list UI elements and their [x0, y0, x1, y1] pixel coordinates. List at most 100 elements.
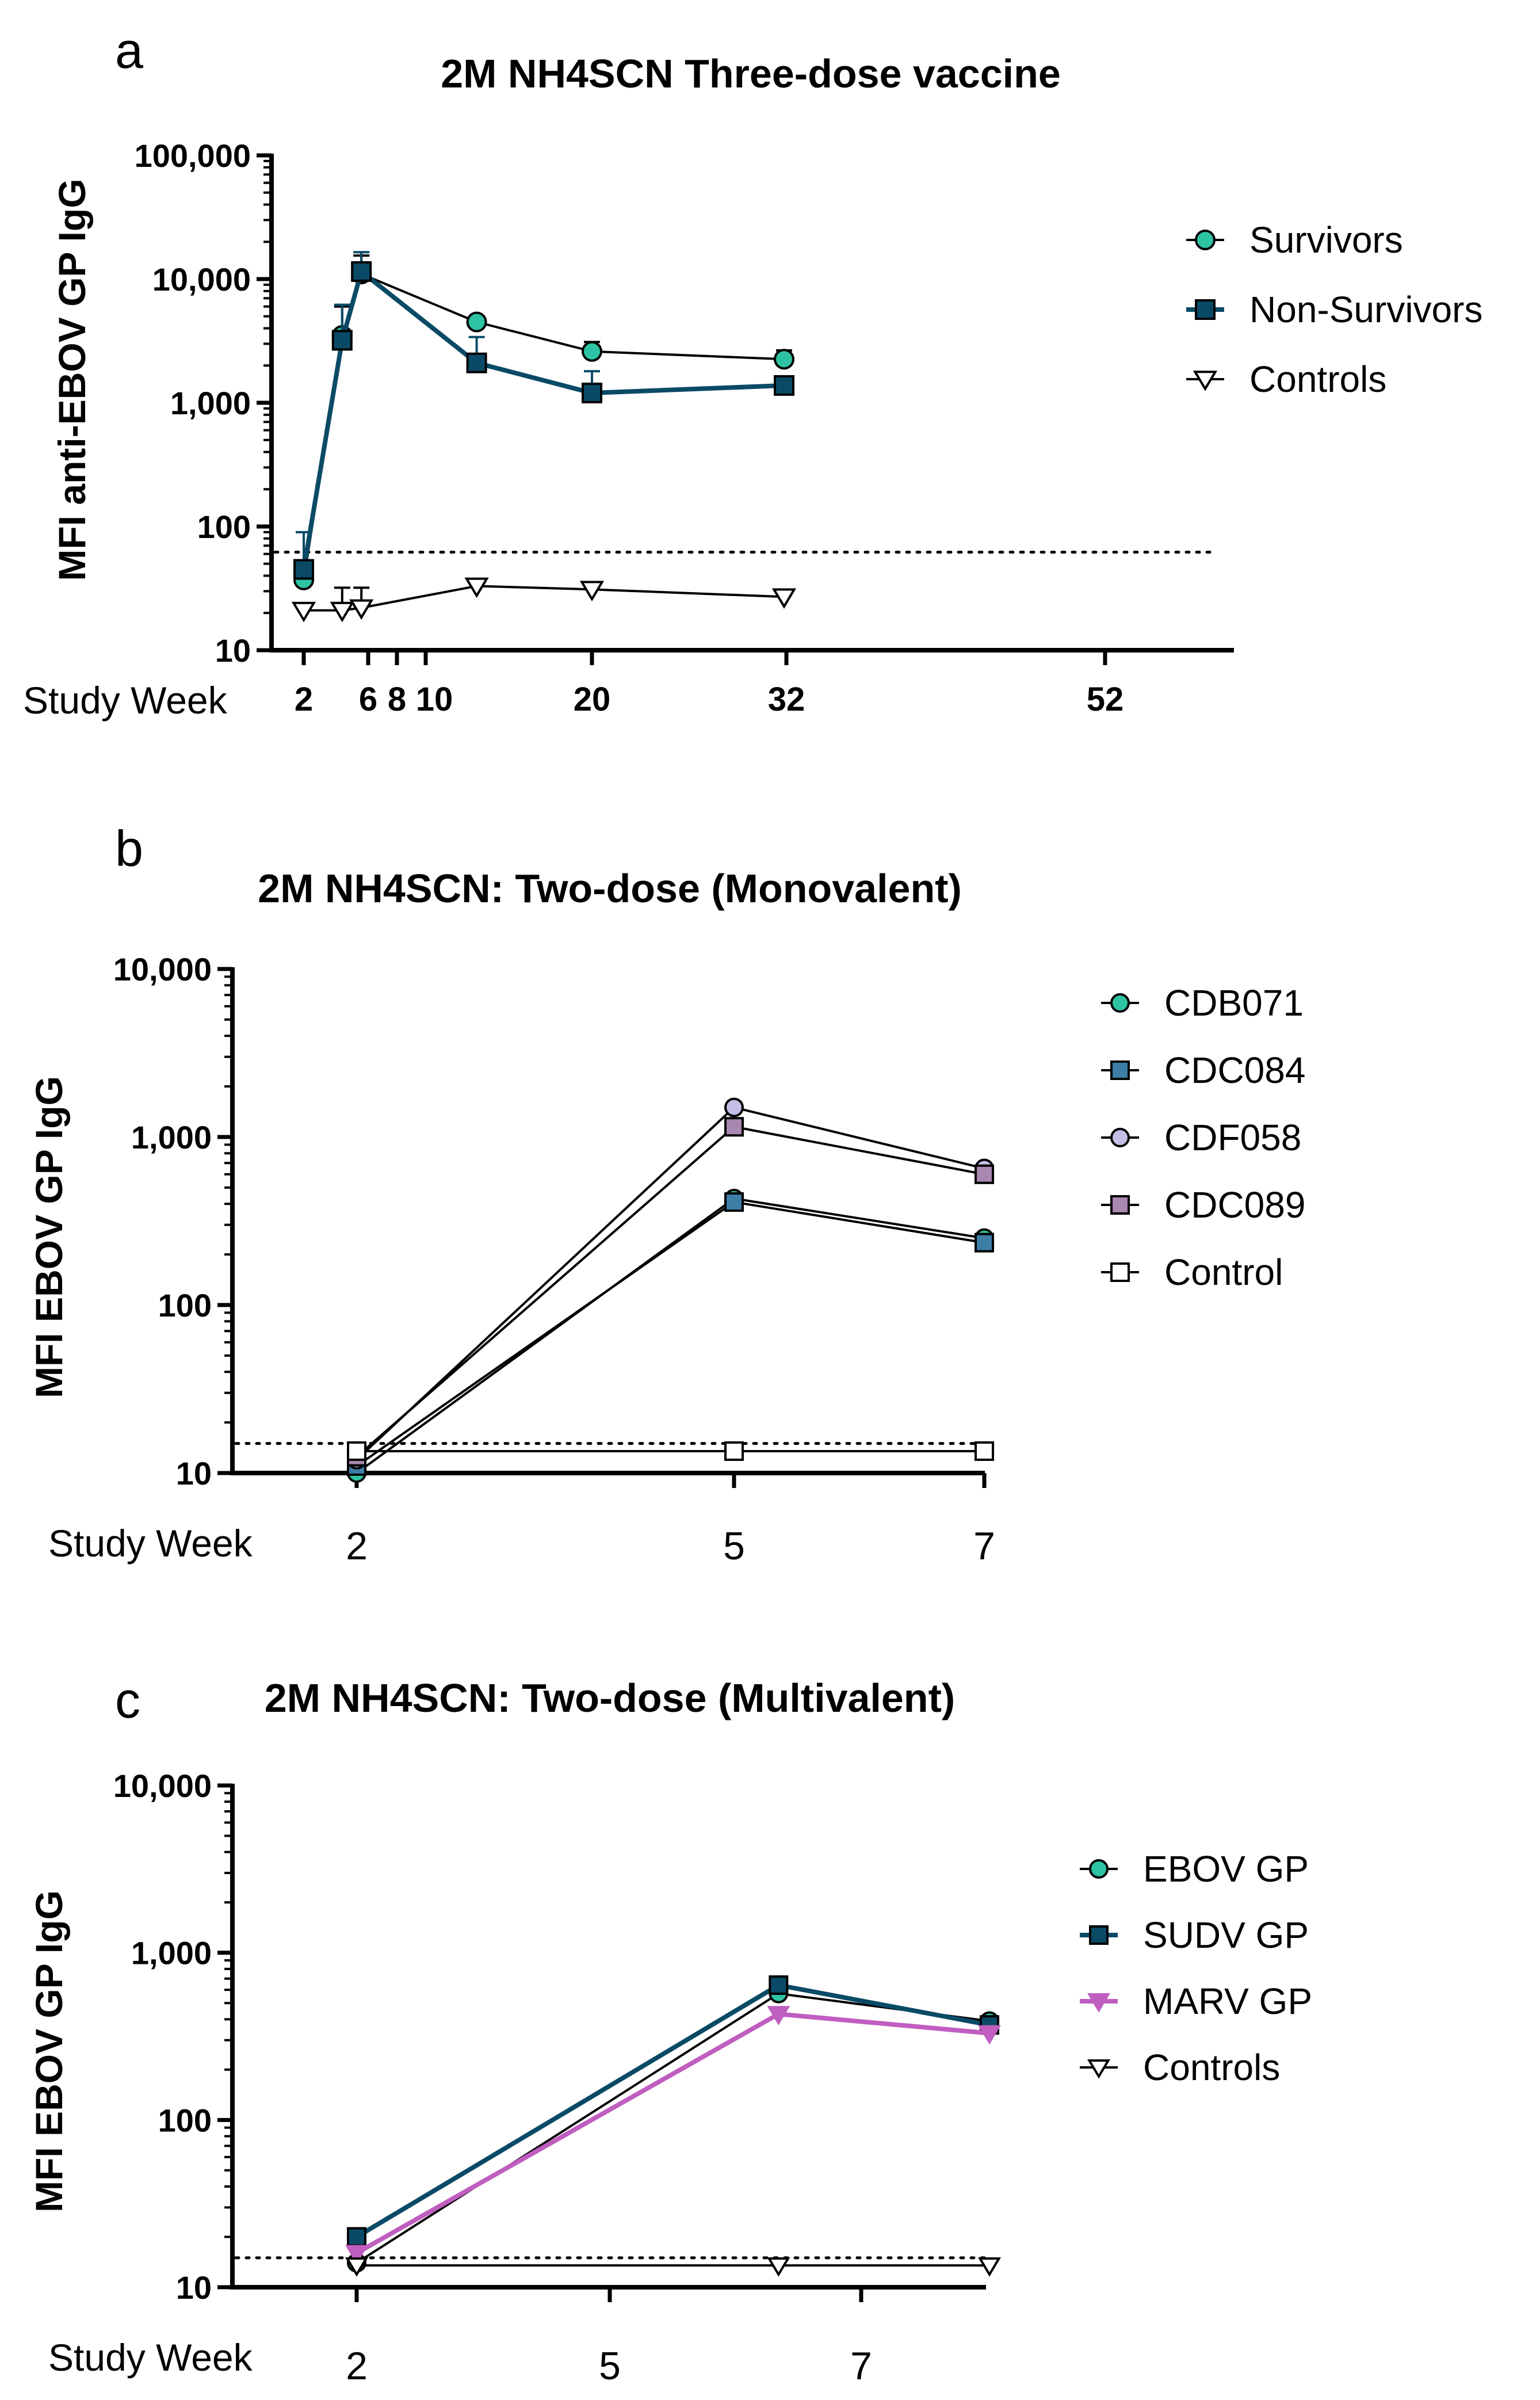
panel-b-x-axis-label: Study Week: [48, 1522, 253, 1565]
panel-a-series-controls: [291, 577, 797, 623]
panel-b-legend-item-cdc089-label: CDC089: [1164, 1184, 1305, 1226]
panel-a-series-survivors-point: [466, 311, 487, 333]
panel-c-y-tick-label: 10,000: [113, 1768, 212, 1804]
panel-b-series-cdc084: [347, 1192, 994, 1476]
panel-c-legend: EBOV GP SUDV GP MARV GP Controls: [1080, 1848, 1312, 2088]
panel-c-series-sudv-gp-point: [347, 2227, 366, 2247]
panel-b-series-cdc089-point: [724, 1117, 744, 1137]
panel-a-series-controls-point: [330, 601, 354, 623]
panel-a-legend-item-non-survivors: Non-Survivors: [1186, 289, 1482, 330]
panel-c-title: 2M NH4SCN: Two-dose (Multivalent): [265, 1676, 955, 1720]
panel-c-legend-item-sudv-gp-label: SUDV GP: [1143, 1914, 1309, 1956]
panel-a-y-tick-label: 10,000: [152, 261, 251, 297]
panel-b-legend-item-cdb071-label: CDB071: [1164, 982, 1304, 1024]
panel-c-series-controls-point: [767, 2257, 790, 2277]
panel-a: a 2M NH4SCN Three-dose vaccine MFI anti-…: [23, 22, 1482, 722]
panel-b-y-tick-label: 100: [158, 1287, 212, 1323]
panel-a-legend-item-controls-marker: [1193, 371, 1218, 391]
panel-c-series-marv-gp-point: [345, 2245, 369, 2265]
panel-c-letter: c: [115, 1672, 140, 1729]
panel-b-legend-item-cdc089-marker: [1110, 1195, 1130, 1215]
panel-a-legend-item-survivors: Survivors: [1186, 219, 1403, 261]
panel-a-legend-item-survivors-label: Survivors: [1249, 219, 1403, 261]
panel-a-x-tick-label: 52: [1087, 681, 1124, 718]
panel-c-series-ebov-gp-line: [356, 1992, 990, 2264]
panel-a-series-non-survivors: [293, 251, 794, 580]
panel-b-legend-item-control-marker: [1110, 1262, 1130, 1282]
panel-b-series-cdf058: [347, 1097, 994, 1470]
panel-b-y-tick-label: 10,000: [113, 951, 212, 987]
panel-c-series-sudv-gp-point: [769, 1975, 789, 1995]
panel-c-legend-item-ebov-gp: EBOV GP: [1080, 1848, 1309, 1890]
panel-a-series-non-survivors-point: [293, 559, 314, 580]
panel-a-x-tick-label: 32: [768, 681, 805, 718]
panel-b: b 2M NH4SCN: Two-dose (Monovalent) MFI E…: [28, 820, 1305, 1568]
panel-b-letter: b: [115, 820, 143, 877]
panel-a-y-tick-label: 100,000: [135, 138, 251, 174]
panel-a-series-controls-line: [304, 585, 785, 612]
panel-a-y-axis-label: MFI anti-EBOV GP IgG: [51, 178, 93, 581]
panel-c-series-marv-gp-point: [977, 2025, 1002, 2045]
panel-c-series-controls-point: [977, 2257, 1002, 2277]
panel-a-legend-item-controls-label: Controls: [1249, 358, 1386, 400]
panel-b-series-cdc084-point: [724, 1192, 744, 1212]
panel-c-series-sudv-gp: [347, 1975, 999, 2247]
panel-c-legend-item-ebov-gp-marker: [1089, 1859, 1109, 1879]
panel-a-legend: Survivors Non-Survivors Controls: [1186, 219, 1482, 400]
panel-c-y-tick-label: 10: [176, 2269, 212, 2306]
panel-c-legend-item-marv-gp-label: MARV GP: [1143, 1981, 1312, 2022]
panel-b-legend-item-cdf058-marker: [1110, 1128, 1130, 1147]
panel-c-series-controls: [345, 2257, 1002, 2277]
panel-b-series-cdc084-point: [975, 1233, 994, 1253]
panel-b-legend-item-cdc089: CDC089: [1101, 1184, 1305, 1226]
panel-a-legend-item-non-survivors-marker: [1195, 299, 1216, 320]
panel-a-y-tick-label: 1,000: [170, 385, 251, 421]
panel-a-series-survivors-point: [774, 349, 794, 370]
panel-b-series-cdf058-line: [356, 1106, 985, 1461]
panel-b-series-control-point: [975, 1441, 994, 1461]
panel-b-series-control: [347, 1441, 994, 1461]
panel-c-series-marv-gp-point: [767, 2006, 790, 2025]
panel-a-x-tick-label: 8: [388, 681, 406, 718]
panel-b-series-cdc089-line: [356, 1125, 985, 1458]
panel-b-series-cdc084-line: [356, 1201, 985, 1467]
panel-b-y-tick-label: 1,000: [131, 1119, 212, 1155]
panel-a-letter: a: [115, 22, 143, 79]
panel-c-legend-item-ebov-gp-label: EBOV GP: [1143, 1848, 1309, 1890]
panel-b-legend-item-cdc084: CDC084: [1101, 1050, 1305, 1091]
panel-a-series-non-survivors-point: [351, 261, 372, 282]
panel-a-series-controls-point: [579, 581, 605, 602]
panel-c-x-axis-label: Study Week: [48, 2336, 253, 2379]
panel-a-legend-item-survivors-marker: [1195, 230, 1216, 250]
panel-b-series-cdb071-line: [356, 1197, 985, 1474]
panel-a-series-survivors-line: [303, 273, 785, 581]
panel-c-legend-item-controls: Controls: [1080, 2047, 1280, 2088]
panel-a-series-controls-point: [464, 577, 489, 598]
panel-c-x-tick-label: 5: [599, 2344, 621, 2388]
panel-c-y-tick-label: 1,000: [131, 1935, 212, 1971]
panel-c-legend-item-sudv-gp-marker: [1089, 1925, 1109, 1945]
panel-b-series-cdc089: [347, 1117, 994, 1467]
panel-b-x-tick-label: 2: [346, 1524, 368, 1568]
panel-b-x-tick-label: 7: [973, 1524, 995, 1568]
panel-c-legend-item-controls-label: Controls: [1143, 2047, 1280, 2088]
panel-c-series-marv-gp: [345, 2006, 1002, 2265]
panel-a-y-tick-label: 10: [215, 632, 251, 669]
panel-a-series-non-survivors-point: [582, 382, 602, 403]
panel-b-legend-item-cdb071-marker: [1110, 993, 1130, 1013]
panel-b-legend-item-control: Control: [1101, 1251, 1283, 1293]
panel-a-series-survivors-point: [582, 341, 602, 362]
panel-a-series-non-survivors-line: [301, 269, 785, 570]
panel-b-series-control-point: [347, 1441, 366, 1461]
panel-b-legend-item-cdf058-label: CDF058: [1164, 1117, 1301, 1158]
panel-a-title: 2M NH4SCN Three-dose vaccine: [441, 51, 1061, 96]
panel-a-x-tick-label: 20: [574, 681, 611, 718]
panel-a-series-non-survivors-point: [331, 330, 353, 351]
panel-b-legend-item-cdc084-marker: [1110, 1060, 1130, 1080]
panel-b-title: 2M NH4SCN: Two-dose (Monovalent): [258, 866, 962, 911]
panel-a-series-controls-point: [291, 601, 316, 623]
panel-b-series-cdc089-point: [975, 1164, 994, 1184]
panel-c-x-tick-label: 2: [346, 2344, 368, 2388]
panel-b-y-axis-label: MFI EBOV GP IgG: [28, 1076, 70, 1398]
